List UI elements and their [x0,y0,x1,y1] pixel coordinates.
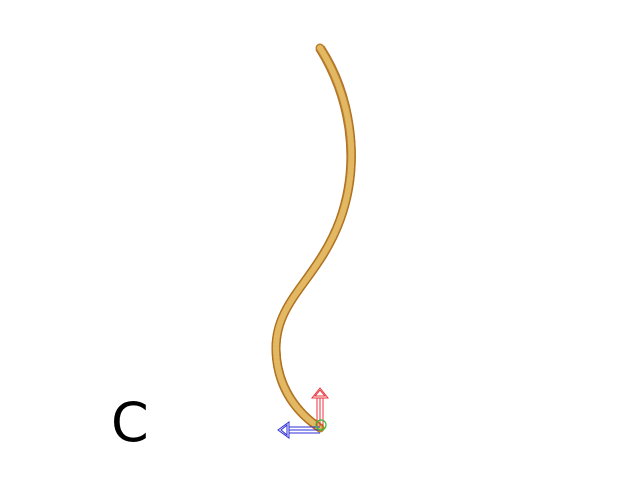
tube-edge-right [279,45,356,427]
transform-axis-gizmo-icon[interactable] [277,387,330,439]
axis-left-arrow-icon[interactable] [277,421,320,439]
axis-origin-icon[interactable] [315,419,327,431]
panel-label: C [111,391,149,454]
tube-mesh-stroke [272,45,355,431]
tube-edge-left [271,49,348,431]
curved-tube-model[interactable] [271,43,356,433]
